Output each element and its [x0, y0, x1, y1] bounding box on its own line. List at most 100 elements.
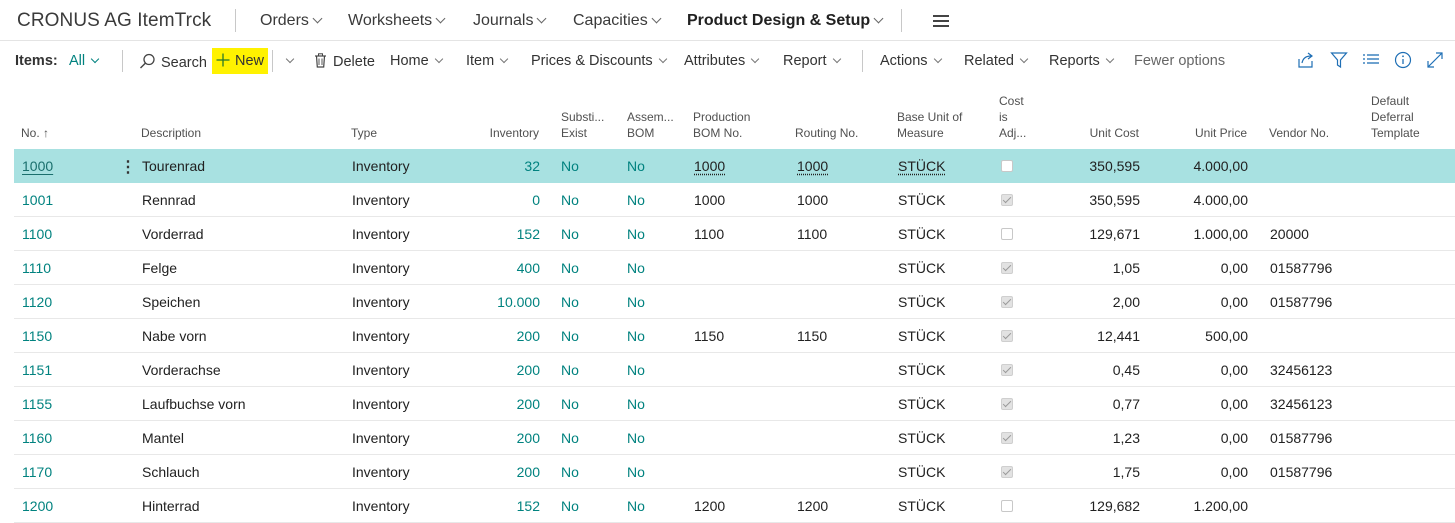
- item-no-link[interactable]: 1120: [22, 294, 53, 310]
- assembly-bom-link[interactable]: No: [627, 464, 645, 480]
- substitutes-exist-link[interactable]: No: [561, 294, 579, 310]
- nav-worksheets[interactable]: Worksheets: [348, 12, 446, 30]
- menu-related[interactable]: Related: [964, 53, 1029, 69]
- item-no-link[interactable]: 1100: [22, 226, 53, 242]
- col-header-unit-price[interactable]: Unit Price: [1194, 126, 1247, 140]
- list-view-icon[interactable]: [1362, 51, 1380, 69]
- nav-capacities[interactable]: Capacities: [573, 12, 662, 30]
- filter-icon[interactable]: [1330, 51, 1348, 69]
- inventory-link[interactable]: 400: [516, 260, 540, 276]
- substitutes-exist-link[interactable]: No: [561, 328, 579, 344]
- col-header-description[interactable]: Description: [141, 126, 202, 140]
- nav-journals[interactable]: Journals: [473, 12, 547, 30]
- unit-cost-cell: 2,00: [1112, 294, 1140, 310]
- search-icon: [140, 53, 155, 69]
- hamburger-menu-icon[interactable]: [933, 15, 949, 27]
- nav-product-design-setup[interactable]: Product Design & Setup: [687, 12, 884, 30]
- delete-button[interactable]: Delete: [314, 53, 375, 70]
- search-button[interactable]: Search: [139, 53, 207, 71]
- table-row[interactable]: 1000 ⋮ Tourenrad Inventory 32 No No 1000 1000 STÜ…: [14, 149, 1455, 183]
- inventory-link[interactable]: 152: [516, 226, 540, 242]
- substitutes-exist-link[interactable]: No: [561, 430, 579, 446]
- item-no-link[interactable]: 1150: [22, 328, 53, 344]
- col-header-type[interactable]: Type: [351, 126, 378, 140]
- nav-orders[interactable]: Orders: [260, 12, 323, 30]
- assembly-bom-link[interactable]: No: [627, 430, 645, 446]
- filter-all-dropdown[interactable]: All: [69, 53, 100, 69]
- inventory-link[interactable]: 200: [516, 396, 540, 412]
- inventory-link[interactable]: 0: [532, 192, 540, 208]
- table-row[interactable]: 1155 Laufbuchse vorn Inventory 200 No No STÜCK…: [14, 387, 1455, 421]
- item-no-link[interactable]: 1001: [22, 192, 54, 208]
- table-row[interactable]: 1170 Schlauch Inventory 200 No No STÜCK 1,75 0,0…: [14, 455, 1455, 489]
- new-button[interactable]: New: [216, 53, 264, 69]
- table-row[interactable]: 1100 Vorderrad Inventory 152 No No 1100 1100 STÜ…: [14, 217, 1455, 251]
- item-no-link[interactable]: 1170: [22, 464, 53, 480]
- assembly-bom-link[interactable]: No: [627, 498, 645, 514]
- col-header-deferral-template[interactable]: Default Deferral Template: [1371, 94, 1420, 140]
- substitutes-exist-link[interactable]: No: [561, 158, 579, 174]
- col-header-subst-exist[interactable]: Substi... Exist: [561, 110, 605, 140]
- substitutes-exist-link[interactable]: No: [561, 464, 579, 480]
- inventory-link[interactable]: 152: [516, 498, 540, 514]
- substitutes-exist-link[interactable]: No: [561, 362, 579, 378]
- table-row[interactable]: 1200 Hinterrad Inventory 152 No No 1200 1200 STÜ…: [14, 489, 1455, 523]
- inventory-link[interactable]: 200: [516, 328, 540, 344]
- production-bom-cell: 1000: [694, 192, 726, 208]
- table-row[interactable]: 1151 Vorderachse Inventory 200 No No STÜCK 0,45…: [14, 353, 1455, 387]
- assembly-bom-link[interactable]: No: [627, 260, 645, 276]
- col-header-base-unit[interactable]: Base Unit of Measure: [897, 110, 963, 140]
- app-title[interactable]: CRONUS AG ItemTrck: [17, 10, 212, 31]
- fewer-options-button[interactable]: Fewer options: [1134, 53, 1226, 69]
- col-header-assembly-bom[interactable]: Assem... BOM: [627, 110, 674, 140]
- col-header-vendor-no[interactable]: Vendor No.: [1269, 126, 1330, 140]
- inventory-link[interactable]: 10.000: [497, 294, 540, 310]
- substitutes-exist-link[interactable]: No: [561, 260, 579, 276]
- assembly-bom-link[interactable]: No: [627, 158, 645, 174]
- substitutes-exist-link[interactable]: No: [561, 226, 579, 242]
- assembly-bom-link[interactable]: No: [627, 396, 645, 412]
- col-header-routing-no[interactable]: Routing No.: [795, 126, 859, 140]
- expand-icon[interactable]: [1426, 51, 1444, 69]
- col-header-no[interactable]: No. ↑: [21, 126, 50, 140]
- menu-attributes[interactable]: Attributes: [684, 53, 760, 69]
- table-row[interactable]: 1110 Felge Inventory 400 No No STÜCK 1,05 0,00 01…: [14, 251, 1455, 285]
- inventory-link[interactable]: 200: [516, 430, 540, 446]
- substitutes-exist-link[interactable]: No: [561, 192, 579, 208]
- table-row[interactable]: 1160 Mantel Inventory 200 No No STÜCK 1,23 0,00 0…: [14, 421, 1455, 455]
- info-icon[interactable]: [1394, 51, 1412, 69]
- col-header-inventory[interactable]: Inventory: [489, 126, 539, 140]
- assembly-bom-link[interactable]: No: [627, 294, 645, 310]
- inventory-link[interactable]: 200: [516, 362, 540, 378]
- item-no-link[interactable]: 1110: [22, 260, 52, 276]
- menu-home[interactable]: Home: [390, 53, 443, 69]
- table-row[interactable]: 1150 Nabe vorn Inventory 200 No No 1150 1150 STÜ…: [14, 319, 1455, 353]
- assembly-bom-link[interactable]: No: [627, 362, 645, 378]
- menu-actions[interactable]: Actions: [880, 53, 942, 69]
- col-header-production-bom[interactable]: Production BOM No.: [693, 110, 751, 140]
- inventory-link[interactable]: 32: [524, 158, 540, 174]
- item-no-link[interactable]: 1000: [22, 158, 54, 174]
- col-header-unit-cost[interactable]: Unit Cost: [1089, 126, 1139, 140]
- new-options-dropdown[interactable]: [280, 53, 295, 69]
- menu-reports[interactable]: Reports: [1049, 53, 1115, 69]
- menu-report[interactable]: Report: [783, 53, 841, 69]
- menu-item[interactable]: Item: [466, 53, 509, 69]
- item-no-link[interactable]: 1160: [22, 430, 53, 446]
- inventory-link[interactable]: 200: [516, 464, 540, 480]
- assembly-bom-link[interactable]: No: [627, 226, 645, 242]
- table-row[interactable]: 1120 Speichen Inventory 10.000 No No STÜCK 2,00…: [14, 285, 1455, 319]
- item-no-link[interactable]: 1155: [22, 396, 53, 412]
- row-actions-icon[interactable]: ⋮: [120, 159, 136, 176]
- substitutes-exist-link[interactable]: No: [561, 498, 579, 514]
- substitutes-exist-link[interactable]: No: [561, 396, 579, 412]
- table-row[interactable]: 1001 Rennrad Inventory 0 No No 1000 1000 STÜCK 35…: [14, 183, 1455, 217]
- assembly-bom-link[interactable]: No: [627, 192, 645, 208]
- menu-prices-discounts[interactable]: Prices & Discounts: [531, 53, 667, 69]
- share-icon[interactable]: [1297, 51, 1315, 69]
- item-no-link[interactable]: 1200: [22, 498, 54, 514]
- type-cell: Inventory: [352, 226, 410, 242]
- item-no-link[interactable]: 1151: [22, 362, 53, 378]
- col-header-cost-adjusted[interactable]: Cost is Adj...: [999, 94, 1027, 140]
- assembly-bom-link[interactable]: No: [627, 328, 645, 344]
